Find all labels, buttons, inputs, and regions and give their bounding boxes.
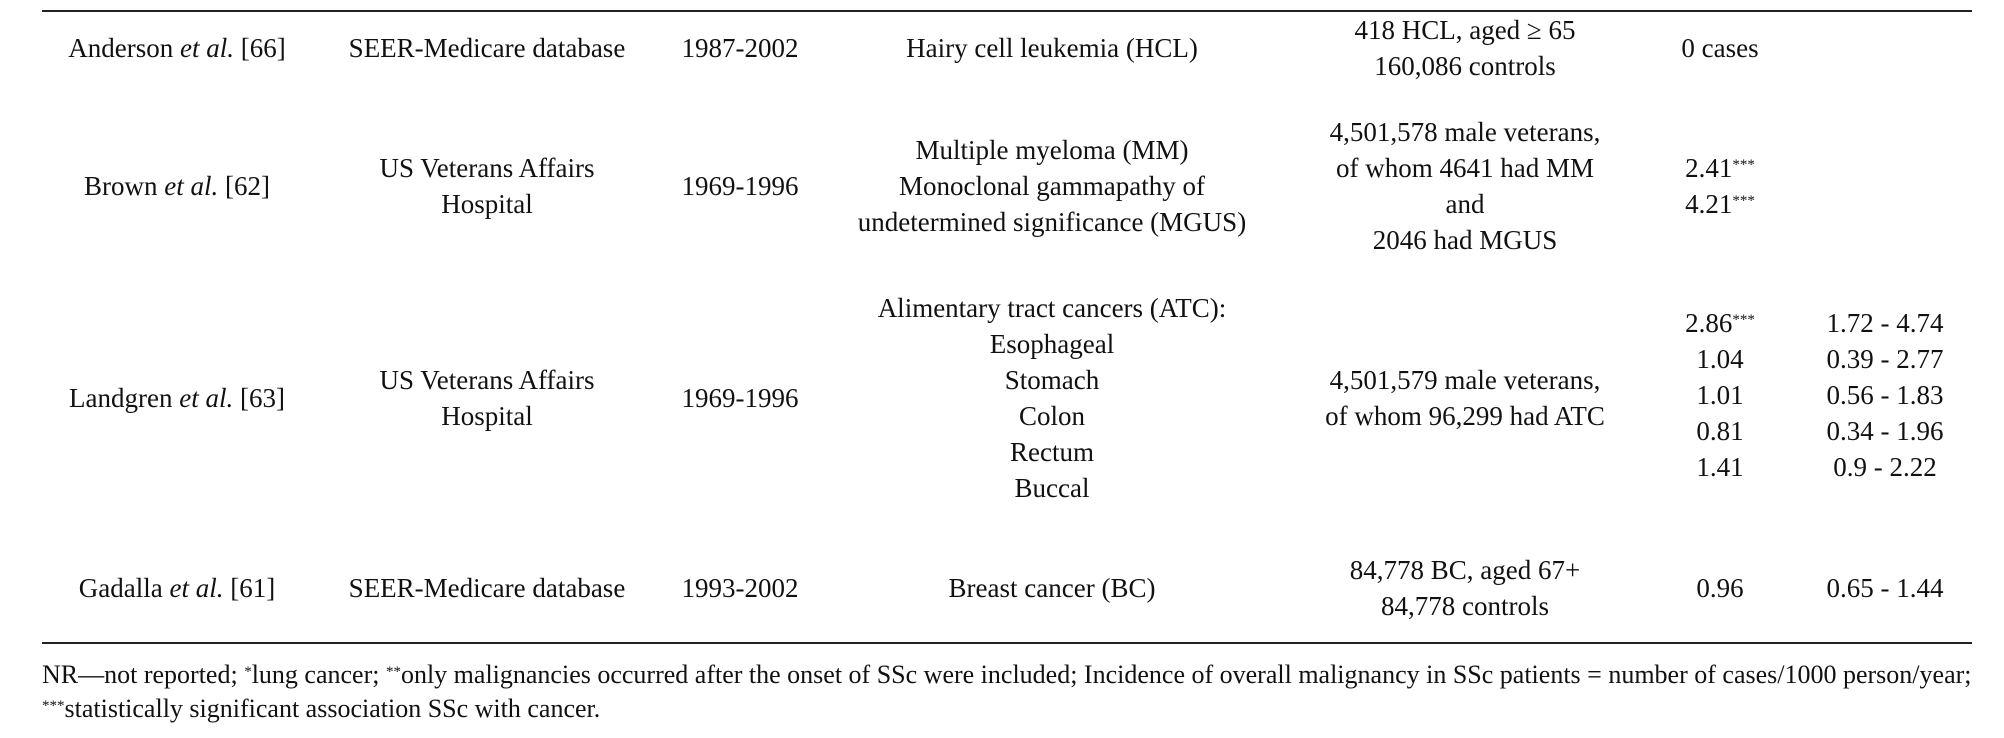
period-cell: 1993-2002 [681, 573, 799, 603]
source-cell: US Veterans Affairs Hospital [379, 153, 595, 219]
source-cell: SEER-Medicare database [348, 573, 626, 603]
table-footnote: NR—not reported; *lung cancer; **only ma… [42, 660, 1972, 723]
cancer-cell: Alimentary tract cancers (ATC): Esophage… [877, 293, 1227, 503]
table-top-rule [42, 10, 1972, 12]
author-cell-anderson: Anderson et al. [66] [68, 33, 286, 63]
population-cell: 4,501,578 male veterans, of whom 4641 ha… [1329, 117, 1601, 255]
risk-cell: 2.41*** 4.21*** [1685, 153, 1755, 219]
ci-cell: 1.72 - 4.74 0.39 - 2.77 0.56 - 1.83 0.34… [1826, 308, 1944, 482]
cancer-cell: Hairy cell leukemia (HCL) [906, 33, 1198, 63]
author-cell-gadalla: Gadalla et al. [61] [78, 573, 276, 603]
cancer-cell: Multiple myeloma (MM) Monoclonal gammapa… [857, 135, 1247, 237]
author-cell-landgren: Landgren et al. [63] [69, 383, 285, 413]
population-cell: 418 HCL, aged ≥ 65 160,086 controls [1354, 15, 1576, 81]
risk-cell: 0 cases [1681, 33, 1759, 63]
population-cell: 84,778 BC, aged 67+ 84,778 controls [1349, 555, 1581, 621]
period-cell: 1987-2002 [681, 33, 799, 63]
author-cell-brown: Brown et al. [62] [84, 171, 270, 201]
period-cell: 1969-1996 [681, 383, 799, 413]
source-cell: SEER-Medicare database [348, 33, 626, 63]
population-cell: 4,501,579 male veterans, of whom 96,299 … [1325, 365, 1605, 431]
table-bottom-rule [42, 642, 1972, 644]
ci-cell: 0.65 - 1.44 [1826, 573, 1944, 603]
period-cell: 1969-1996 [681, 171, 799, 201]
risk-cell: 2.86*** 1.04 1.01 0.81 1.41 [1685, 308, 1755, 482]
cancer-cell: Breast cancer (BC) [948, 573, 1156, 603]
risk-cell: 0.96 [1696, 573, 1744, 603]
source-cell: US Veterans Affairs Hospital [379, 365, 595, 431]
